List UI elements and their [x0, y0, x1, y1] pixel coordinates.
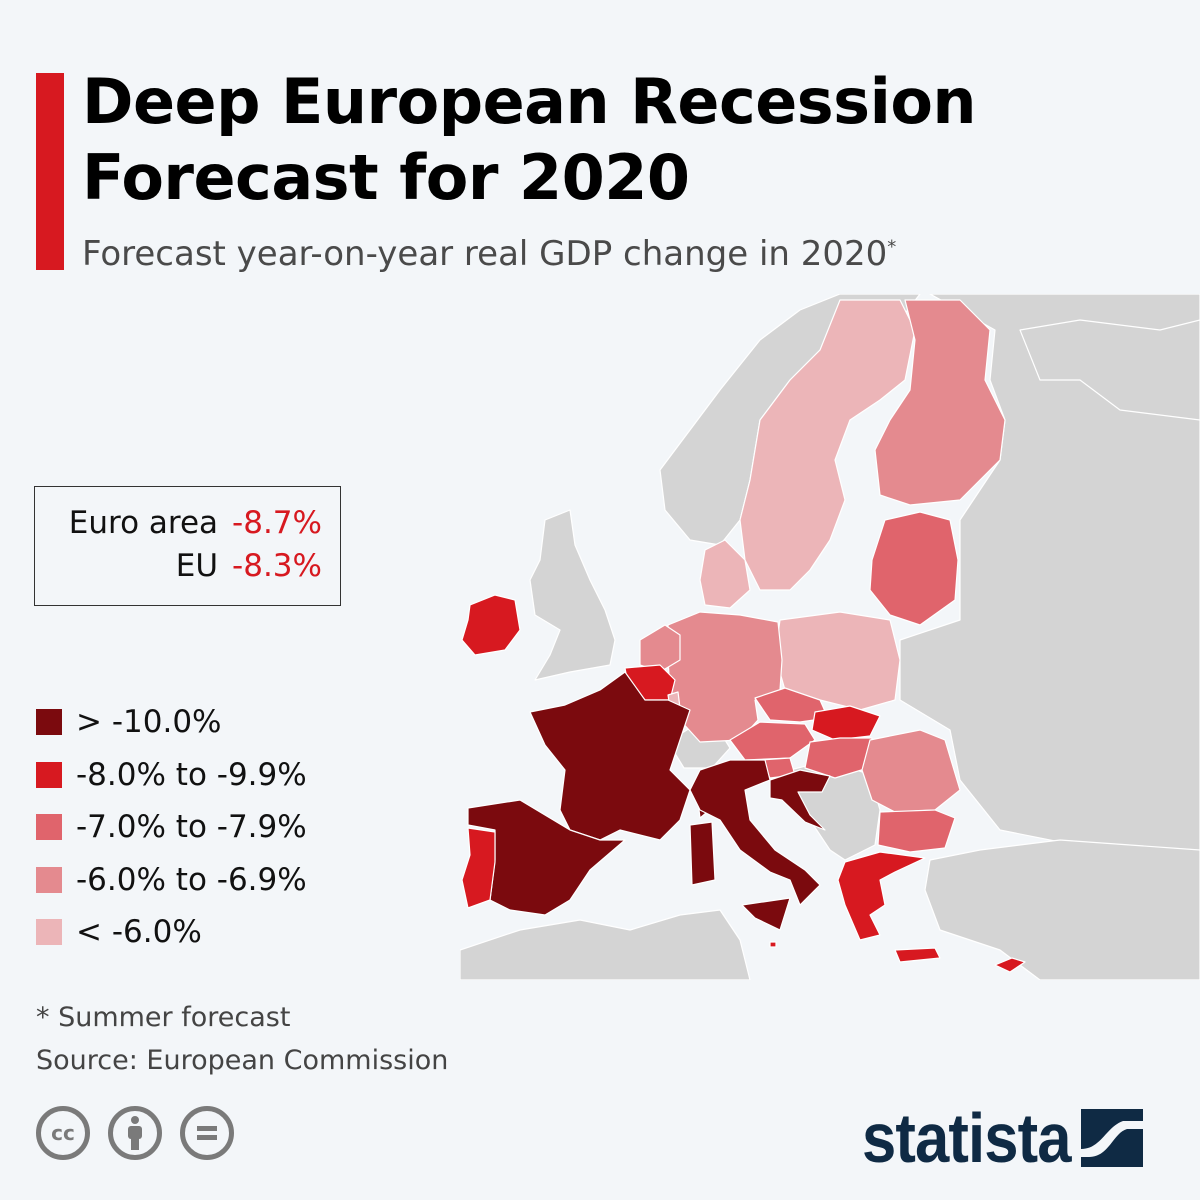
summary-value: -8.7%	[232, 505, 322, 541]
legend-swatch	[36, 709, 62, 736]
region-croatia	[769, 769, 831, 831]
title-line-1: Deep European Recession	[82, 65, 977, 138]
summary-row-eu: EU -8.3%	[176, 548, 322, 584]
legend-item: -6.0% to -6.9%	[36, 854, 307, 907]
cc-icon: cc	[36, 1106, 90, 1160]
equals-glyph	[197, 1126, 217, 1140]
land-iceland	[295, 330, 430, 400]
region-baltics	[869, 511, 959, 626]
region-finland	[874, 299, 1006, 506]
region-portugal	[461, 827, 496, 909]
summary-label: EU	[175, 548, 219, 584]
subtitle-footnote-marker: *	[887, 236, 897, 258]
land-kola	[1019, 319, 1200, 421]
footnotes: * Summer forecast Source: European Commi…	[36, 996, 448, 1082]
source-note: Source: European Commission	[36, 1045, 449, 1076]
region-greece	[837, 851, 941, 963]
region-bulgaria	[877, 809, 956, 853]
attribution-icon	[108, 1106, 162, 1160]
legend-label: -7.0% to -7.9%	[76, 809, 307, 846]
land-africa	[460, 909, 751, 980]
legend-swatch	[36, 919, 62, 946]
legend-swatch	[36, 814, 62, 841]
person-glyph	[128, 1116, 142, 1150]
statista-logo: statista	[862, 1098, 1144, 1178]
no-derivatives-icon	[180, 1106, 234, 1160]
legend-item: > -10.0%	[36, 696, 307, 749]
accent-bar	[36, 73, 64, 270]
title-line-2: Forecast for 2020	[82, 141, 690, 214]
page-title: Deep European Recession Forecast for 202…	[82, 64, 977, 216]
subtitle-text: Forecast year-on-year real GDP change in…	[82, 234, 888, 274]
legend-swatch	[36, 866, 62, 893]
region-cyprus	[994, 957, 1026, 973]
land-uk	[529, 509, 616, 681]
legend-item: -7.0% to -7.9%	[36, 801, 307, 854]
subtitle: Forecast year-on-year real GDP change in…	[82, 234, 896, 274]
cc-icon-label: cc	[51, 1121, 75, 1145]
footnote-summer-forecast: * Summer forecast	[36, 1002, 291, 1033]
region-netherlands	[639, 624, 681, 673]
aggregate-summary-box: Euro area -8.7% EU -8.3%	[34, 486, 341, 606]
summary-label: Euro area	[68, 505, 219, 541]
statista-wordmark: statista	[862, 1099, 1072, 1177]
legend-label: -8.0% to -9.9%	[76, 756, 307, 793]
legend-item: -8.0% to -9.9%	[36, 749, 307, 802]
legend-item: < -6.0%	[36, 906, 307, 959]
summary-row-euro-area: Euro area -8.7%	[69, 505, 322, 541]
legend-label: > -10.0%	[76, 704, 222, 741]
land-turkey	[924, 839, 1200, 980]
region-malta	[769, 941, 777, 948]
legend-label: < -6.0%	[76, 914, 202, 951]
summary-value: -8.3%	[232, 548, 322, 584]
region-ireland	[461, 594, 521, 656]
legend-swatch	[36, 761, 62, 788]
region-romania	[861, 729, 961, 813]
region-denmark	[699, 539, 751, 609]
region-slovakia	[811, 705, 881, 741]
legend: > -10.0% -8.0% to -9.9% -7.0% to -7.9% -6.0…	[36, 696, 307, 959]
region-italy	[689, 759, 821, 931]
region-sweden	[739, 299, 916, 591]
legend-label: -6.0% to -6.9%	[76, 861, 307, 898]
statista-logo-icon	[1081, 1109, 1144, 1167]
